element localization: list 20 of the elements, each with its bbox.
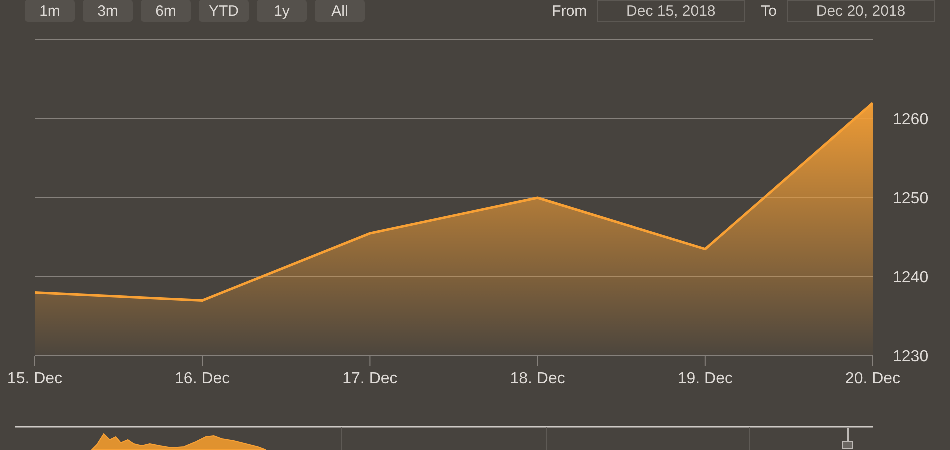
range-button: 1y xyxy=(257,0,307,22)
range-button: 6m xyxy=(141,0,191,22)
date-input-field: Dec 20, 2018 xyxy=(787,0,935,22)
range-button: 1m xyxy=(25,0,75,22)
y-tick-label: 1260 xyxy=(893,112,929,129)
range-button: YTD xyxy=(199,0,249,22)
text: To xyxy=(761,2,777,20)
x-tick-label: 15. Dec xyxy=(7,370,63,388)
x-tick-label: 17. Dec xyxy=(342,370,398,388)
text: From xyxy=(552,2,588,20)
x-tick-label: 16. Dec xyxy=(175,370,230,388)
y-tick-label: 1240 xyxy=(893,270,929,287)
x-tick-label: 18. Dec xyxy=(510,370,566,388)
y-tick-label: 1250 xyxy=(893,190,929,208)
range-button: 3m xyxy=(83,0,133,22)
x-tick-label: 20. Dec xyxy=(845,370,901,388)
x-tick-label: 19. Dec xyxy=(678,370,733,388)
range-button: All xyxy=(315,0,365,22)
date-input-field: Dec 15, 2018 xyxy=(597,0,746,22)
y-tick-label: 1230 xyxy=(893,348,929,366)
